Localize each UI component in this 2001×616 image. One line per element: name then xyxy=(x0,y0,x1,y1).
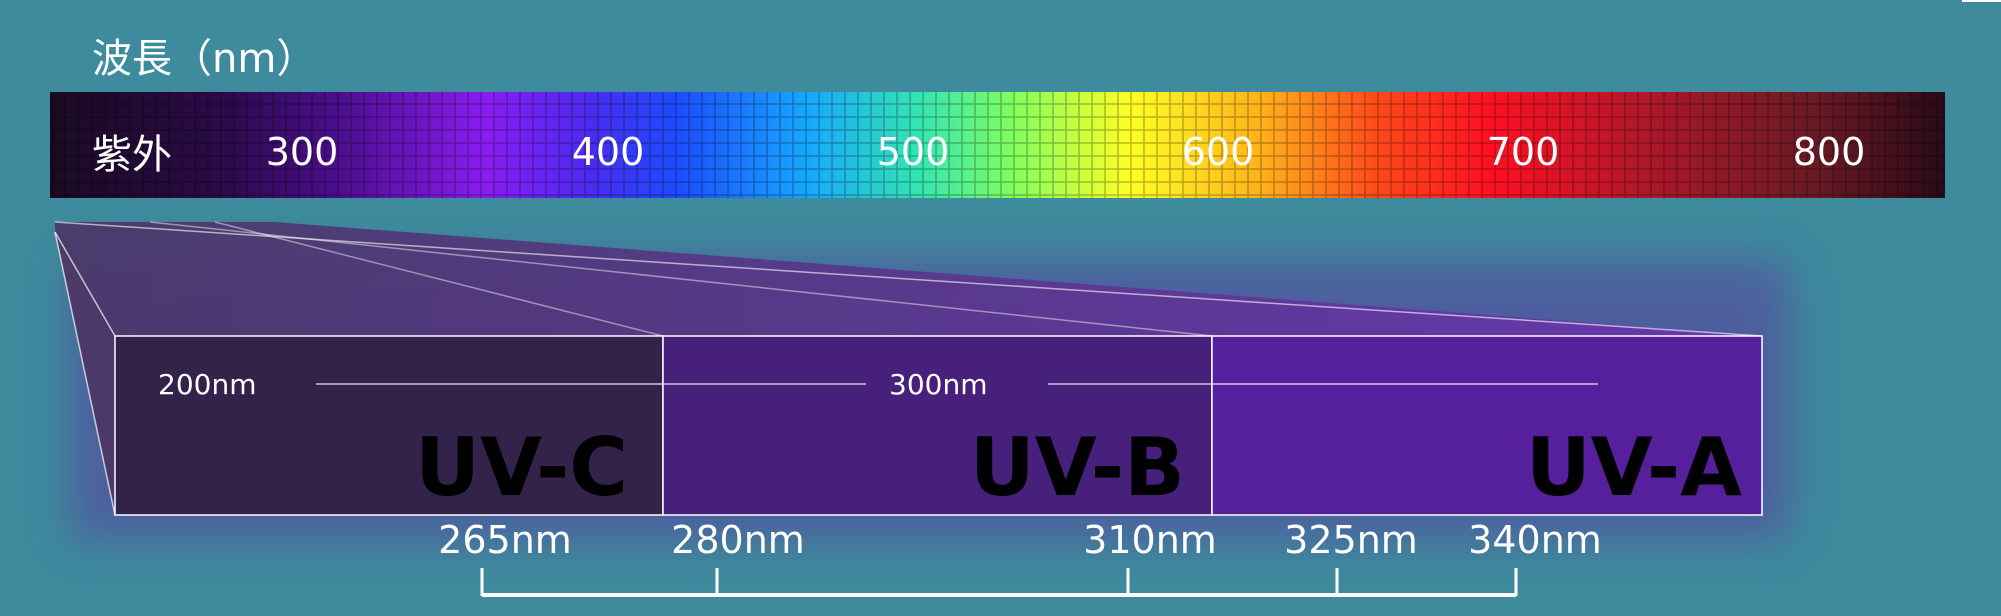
ultraviolet-label: 紫外 xyxy=(92,132,172,178)
scale-label-200nm: 200nm xyxy=(158,368,256,401)
tick-label-600: 600 xyxy=(1182,130,1255,174)
scale-label-300nm: 300nm xyxy=(889,368,987,401)
uv-b-band xyxy=(662,335,1213,516)
tick-label-300: 300 xyxy=(266,130,339,174)
band-scale: 200nm 300nm xyxy=(158,368,1598,401)
ruler-label-310nm: 310nm xyxy=(1083,518,1217,562)
wavelength-title: 波長（nm） xyxy=(92,36,316,82)
spectrum-tick-labels: 300 400 500 600 700 800 xyxy=(266,130,1866,174)
ruler-label-340nm: 340nm xyxy=(1468,518,1602,562)
wavelength-ruler: 265nm 280nm 310nm 325nm 340nm xyxy=(438,518,1602,597)
uv-c-band xyxy=(114,335,664,516)
tick-label-400: 400 xyxy=(572,130,645,174)
tick-label-500: 500 xyxy=(877,130,950,174)
ruler-label-280nm: 280nm xyxy=(671,518,805,562)
tick-label-700: 700 xyxy=(1487,130,1560,174)
uv-a-label: UV-A xyxy=(1526,421,1742,514)
ruler-label-265nm: 265nm xyxy=(438,518,572,562)
tick-label-800: 800 xyxy=(1793,130,1866,174)
ruler-label-325nm: 325nm xyxy=(1284,518,1418,562)
uv-bands xyxy=(114,335,1763,516)
spectrum-bar xyxy=(50,92,1945,198)
uv-b-label: UV-B xyxy=(970,421,1185,514)
uv-a-band xyxy=(1211,335,1763,516)
expansion-fan xyxy=(54,221,1763,516)
uv-c-label: UV-C xyxy=(415,421,628,514)
